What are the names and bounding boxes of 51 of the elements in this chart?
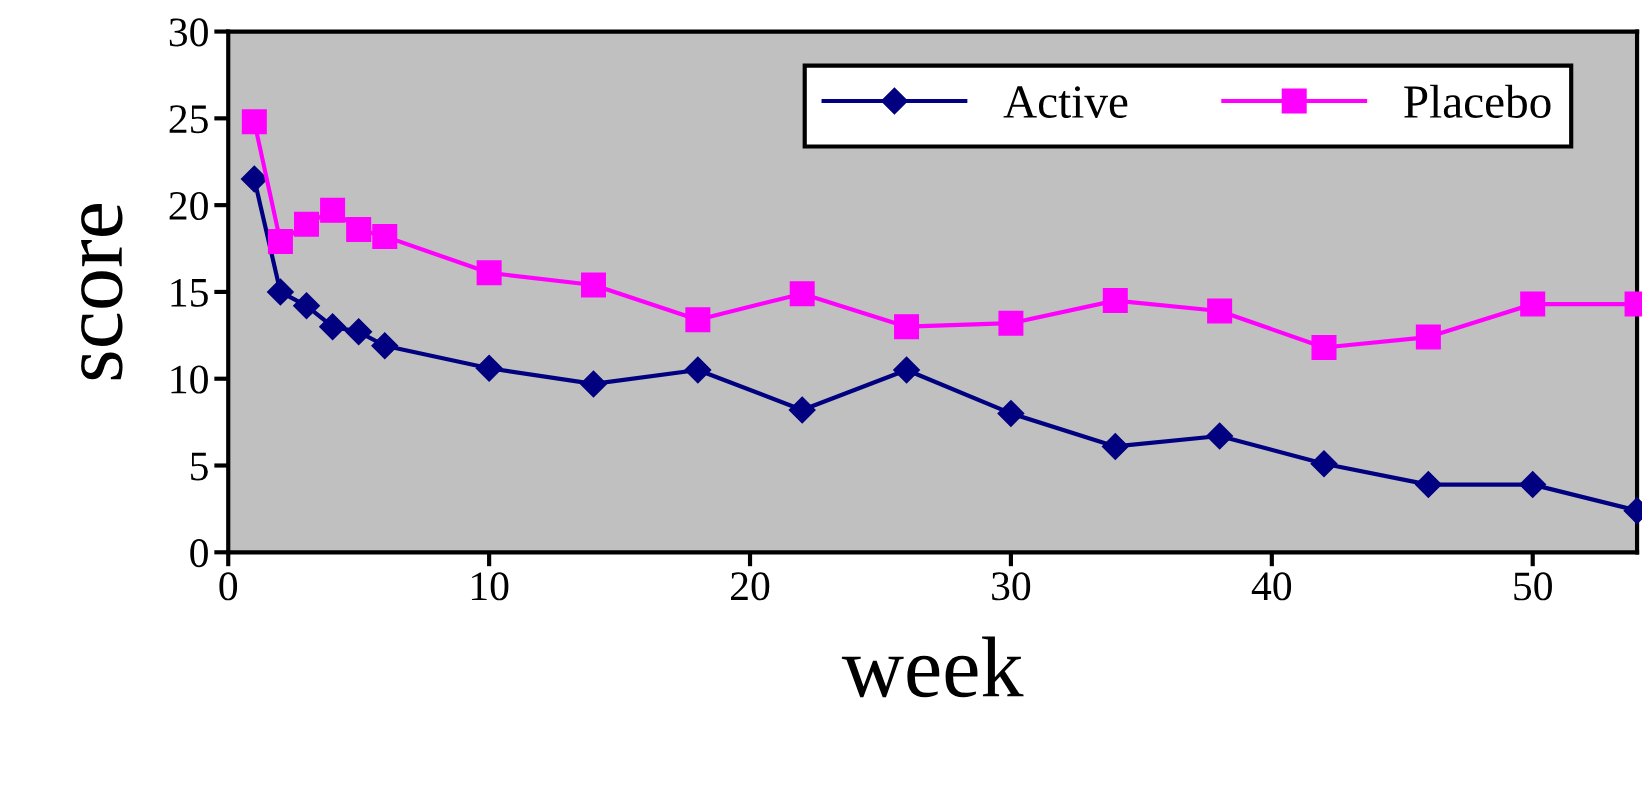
point [293, 292, 320, 320]
point [1206, 422, 1234, 450]
point [320, 197, 346, 223]
y-axis-title: score [81, 204, 123, 380]
point [294, 211, 320, 237]
point [685, 307, 711, 333]
point [371, 332, 399, 360]
point [894, 314, 920, 340]
legend-label: Active [1003, 86, 1128, 118]
point [789, 281, 815, 307]
x-tick-label: 20 [731, 572, 770, 601]
y-tick-label: 20 [169, 191, 208, 221]
y-tick-label: 25 [169, 105, 208, 134]
y-tick-label: 0 [190, 539, 208, 568]
point [266, 278, 294, 306]
point [475, 354, 503, 382]
point [998, 310, 1024, 336]
point [893, 356, 921, 384]
point [788, 396, 816, 424]
y-tick-label: 15 [171, 278, 208, 307]
point [241, 109, 267, 135]
point [267, 229, 293, 255]
point [1101, 432, 1129, 460]
x-tick-label: 0 [219, 572, 238, 601]
point [1311, 334, 1337, 360]
point [345, 318, 373, 346]
point [684, 356, 712, 384]
point [1310, 450, 1338, 478]
point [476, 260, 502, 286]
y-tick-label: 10 [171, 365, 208, 394]
x-tick-label: 50 [1514, 572, 1552, 601]
point [240, 165, 268, 193]
x-tick-label: 10 [471, 572, 509, 601]
point [319, 313, 347, 341]
x-axis-title: week [841, 636, 1024, 698]
point [1519, 471, 1547, 499]
point [1207, 298, 1233, 324]
point [580, 370, 607, 398]
point [1102, 288, 1128, 314]
legend-label: Placebo [1404, 84, 1551, 118]
point [580, 272, 606, 298]
point [1414, 471, 1442, 499]
y-tick-label: 30 [169, 18, 208, 47]
y-tick-label: 5 [191, 452, 208, 481]
point [997, 399, 1025, 427]
point [1520, 291, 1546, 317]
point [1415, 324, 1441, 350]
x-tick-label: 40 [1251, 572, 1292, 601]
x-tick-label: 30 [992, 572, 1031, 601]
point [372, 223, 398, 249]
point [346, 216, 372, 242]
